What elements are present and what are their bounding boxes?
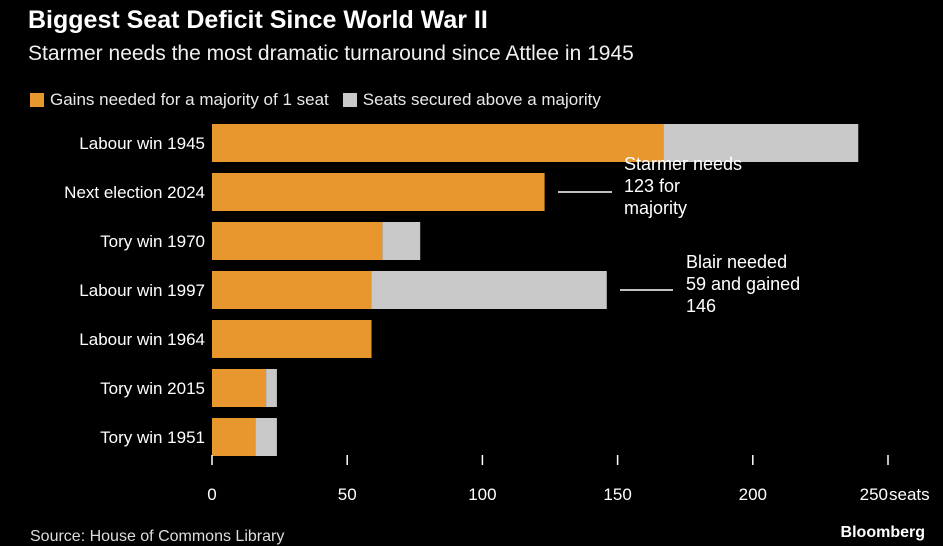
bar-gains-next-election-2024 [212, 173, 545, 211]
bar-gains-tory-win-1951 [212, 418, 256, 456]
chart-legend: Gains needed for a majority of 1 seat Se… [30, 90, 615, 110]
bar-gains-tory-win-2015 [212, 369, 267, 407]
x-tick-label-150: 150 [603, 485, 631, 504]
bar-gains-labour-win-1964 [212, 320, 372, 358]
bar-secured-tory-win-1951 [255, 418, 277, 456]
bar-gains-labour-win-1997 [212, 271, 372, 309]
x-tick-label-200: 200 [739, 485, 767, 504]
legend-label-gains: Gains needed for a majority of 1 seat [50, 90, 329, 109]
annotation-line-labour-win-1997-1: 59 and gained [686, 274, 800, 294]
bar-secured-tory-win-1970 [382, 222, 421, 260]
x-axis-unit: seats [889, 485, 930, 504]
category-label-tory-win-1970: Tory win 1970 [100, 232, 205, 251]
category-label-labour-win-1964: Labour win 1964 [79, 330, 205, 349]
legend-swatch-gains [30, 93, 44, 107]
legend-label-secured: Seats secured above a majority [362, 90, 601, 109]
annotation-line-labour-win-1997-2: 146 [686, 296, 716, 316]
category-label-labour-win-1945: Labour win 1945 [79, 134, 205, 153]
legend-swatch-secured [342, 93, 357, 107]
bar-secured-labour-win-1945 [663, 124, 859, 162]
bar-secured-tory-win-2015 [266, 369, 277, 407]
legend-item-secured: Seats secured above a majority [342, 90, 601, 110]
x-tick-label-100: 100 [468, 485, 496, 504]
category-label-tory-win-1951: Tory win 1951 [100, 428, 205, 447]
bar-gains-tory-win-1970 [212, 222, 383, 260]
source-note: Source: House of Commons Library [30, 528, 285, 545]
chart-title: Biggest Seat Deficit Since World War II [28, 6, 488, 34]
annotation-line-next-election-2024-0: Starmer needs [624, 154, 742, 174]
annotation-line-next-election-2024-2: majority [624, 198, 687, 218]
category-label-labour-win-1997: Labour win 1997 [79, 281, 205, 300]
brand-logo: Bloomberg [840, 524, 925, 541]
bar-gains-labour-win-1945 [212, 124, 664, 162]
x-tick-label-250: 250 [860, 485, 888, 504]
legend-item-gains: Gains needed for a majority of 1 seat [30, 90, 329, 110]
chart-subtitle: Starmer needs the most dramatic turnarou… [28, 42, 634, 65]
x-tick-label-50: 50 [338, 485, 357, 504]
annotation-line-labour-win-1997-0: Blair needed [686, 252, 787, 272]
annotation-line-next-election-2024-1: 123 for [624, 176, 680, 196]
category-label-tory-win-2015: Tory win 2015 [100, 379, 205, 398]
bar-secured-labour-win-1997 [371, 271, 607, 309]
x-tick-label-0: 0 [207, 485, 216, 504]
category-label-next-election-2024: Next election 2024 [64, 183, 205, 202]
